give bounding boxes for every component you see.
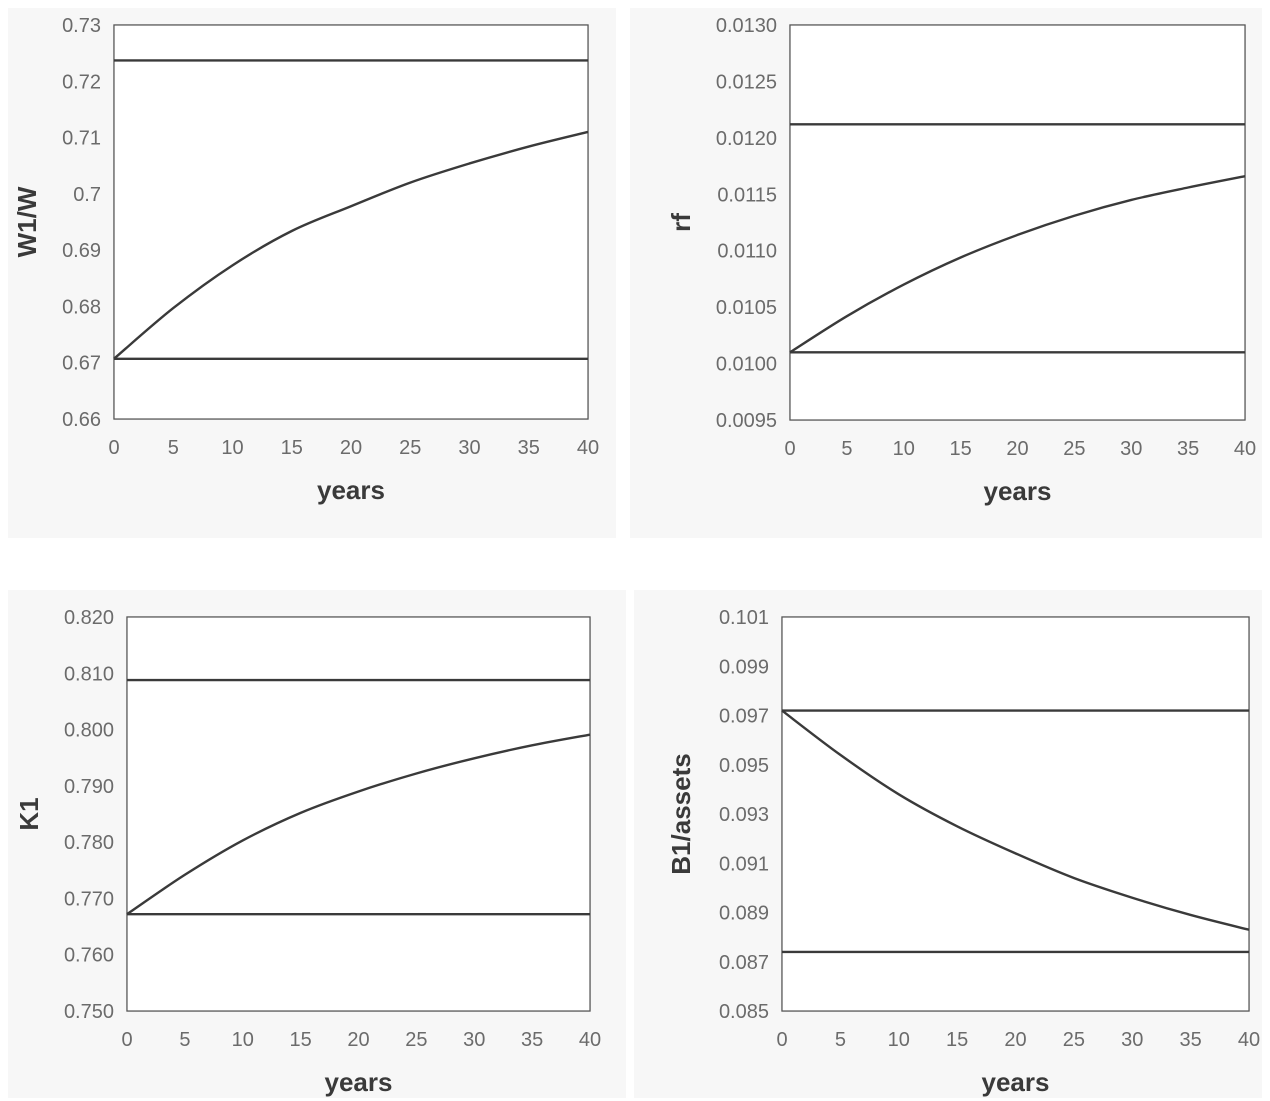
plot-border	[113, 24, 589, 420]
x-tick-label: 15	[950, 438, 972, 460]
y-tick-label: 0.810	[64, 663, 114, 685]
b1assets-chart: 0 5 10 15 20 25 30 35 40 0.085 0.087 0.089 0.091 0.09…	[666, 607, 1260, 1097]
rf-chart: 0 5 10 15 20 25 30 35 40 0.0095 0.0100 0.0105 0.0110…	[666, 15, 1256, 506]
x-axis-title: years	[325, 1067, 393, 1097]
y-axis-title: W1/W	[12, 186, 42, 257]
x-tick-label: 0	[121, 1029, 132, 1051]
x-tick-label: 25	[399, 437, 421, 459]
y-tick-label: 0.790	[64, 776, 114, 798]
x-tick-label: 10	[221, 437, 243, 459]
y-tick-label: 0.750	[64, 1001, 114, 1023]
x-tick-label: 15	[290, 1029, 312, 1051]
y-tick-label: 0.093	[719, 804, 769, 826]
x-tick-label: 35	[521, 1029, 543, 1051]
x-tick-label: 20	[1004, 1029, 1026, 1051]
series-line-2	[789, 175, 1246, 354]
x-tick-label: 10	[232, 1029, 254, 1051]
x-tick-label: 35	[1180, 1029, 1202, 1051]
x-tick-label: 35	[518, 437, 540, 459]
x-tick-label: 5	[179, 1029, 190, 1051]
k1-chart: 0 5 10 15 20 25 30 35 40 0.750 0.760 0.770 0.780 0.79…	[14, 607, 601, 1097]
x-tick-label: 30	[1120, 438, 1142, 460]
x-tick-label: 0	[776, 1029, 787, 1051]
y-tick-label: 0.101	[719, 607, 769, 629]
y-tick-label: 0.095	[719, 755, 769, 777]
y-tick-label: 0.0115	[717, 184, 777, 206]
y-tick-label: 0.0095	[716, 410, 777, 432]
x-tick-label: 25	[1063, 1029, 1085, 1051]
x-tick-label: 20	[340, 437, 362, 459]
y-tick-label: 0.0125	[716, 71, 777, 93]
x-tick-label: 10	[893, 438, 915, 460]
plot-border	[789, 24, 1246, 421]
x-tick-label: 15	[281, 437, 303, 459]
y-tick-label: 0.68	[62, 296, 101, 318]
x-tick-label: 20	[347, 1029, 369, 1051]
x-tick-label: 20	[1006, 438, 1028, 460]
x-tick-label: 25	[405, 1029, 427, 1051]
x-tick-label: 35	[1177, 438, 1199, 460]
x-axis-title: years	[982, 1067, 1050, 1097]
series-line-2	[113, 130, 589, 360]
y-axis-title: K1	[14, 797, 44, 830]
y-tick-label: 0.72	[62, 71, 101, 93]
y-tick-label: 0.0110	[717, 241, 777, 263]
x-tick-label: 0	[108, 437, 119, 459]
x-tick-label: 30	[1121, 1029, 1143, 1051]
y-tick-label: 0.760	[64, 945, 114, 967]
x-tick-label: 40	[1238, 1029, 1260, 1051]
x-tick-label: 30	[458, 437, 480, 459]
x-tick-label: 40	[577, 437, 599, 459]
x-axis-title: years	[984, 476, 1052, 506]
x-tick-label: 5	[841, 438, 852, 460]
x-tick-label: 25	[1063, 438, 1085, 460]
y-tick-label: 0.091	[719, 853, 769, 875]
y-tick-label: 0.0100	[716, 354, 777, 376]
x-axis-title: years	[317, 475, 385, 505]
plot-border	[781, 616, 1250, 1012]
y-tick-label: 0.0105	[716, 297, 777, 319]
x-tick-label: 40	[1234, 438, 1256, 460]
y-tick-label: 0.087	[719, 952, 769, 974]
x-tick-label: 0	[784, 438, 795, 460]
y-tick-label: 0.66	[62, 409, 101, 431]
y-tick-label: 0.770	[64, 888, 114, 910]
y-tick-label: 0.800	[64, 720, 114, 742]
x-tick-label: 30	[463, 1029, 485, 1051]
x-tick-label: 15	[946, 1029, 968, 1051]
y-tick-label: 0.7	[73, 184, 101, 206]
y-tick-label: 0.097	[719, 706, 769, 728]
y-tick-label: 0.820	[64, 607, 114, 629]
y-axis-title: B1/assets	[666, 753, 696, 874]
x-tick-label: 10	[888, 1029, 910, 1051]
y-tick-label: 0.69	[62, 240, 101, 262]
x-tick-label: 5	[835, 1029, 846, 1051]
y-tick-label: 0.0120	[716, 128, 777, 150]
charts-layer: 0 5 10 15 20 25 30 35 40 0.66 0.67 0.68 0.69 0.7 0.71 0…	[12, 15, 1260, 1097]
series-line-2	[126, 733, 591, 916]
x-tick-label: 40	[579, 1029, 601, 1051]
y-axis-title: rf	[666, 213, 696, 232]
y-tick-label: 0.73	[62, 15, 101, 37]
y-tick-label: 0.780	[64, 832, 114, 854]
series-line-2	[781, 709, 1250, 931]
y-tick-label: 0.67	[62, 353, 101, 375]
x-tick-label: 5	[168, 437, 179, 459]
y-tick-label: 0.099	[719, 656, 769, 678]
y-tick-label: 0.71	[62, 128, 101, 150]
y-tick-label: 0.089	[719, 903, 769, 925]
y-tick-label: 0.085	[719, 1001, 769, 1023]
w1w-chart: 0 5 10 15 20 25 30 35 40 0.66 0.67 0.68 0.69 0.7 0.71 0…	[12, 15, 599, 505]
plot-border	[126, 616, 591, 1012]
y-tick-label: 0.0130	[716, 15, 777, 37]
